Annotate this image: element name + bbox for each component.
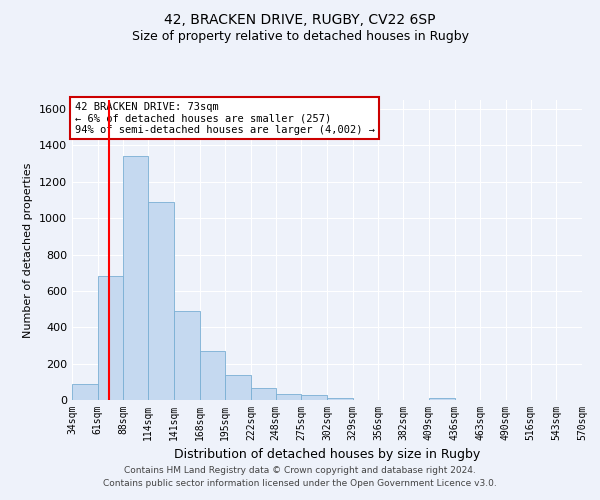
Bar	[124, 156, 148, 400]
Bar	[98, 276, 124, 400]
Text: 42 BRACKEN DRIVE: 73sqm
← 6% of detached houses are smaller (257)
94% of semi-de: 42 BRACKEN DRIVE: 73sqm ← 6% of detached…	[74, 102, 374, 134]
Bar	[199, 351, 225, 400]
Bar	[275, 394, 301, 400]
Bar	[225, 376, 251, 400]
Y-axis label: Number of detached properties: Number of detached properties	[23, 162, 34, 338]
Text: 42, BRACKEN DRIVE, RUGBY, CV22 6SP: 42, BRACKEN DRIVE, RUGBY, CV22 6SP	[164, 12, 436, 26]
Bar	[429, 398, 455, 400]
Text: Contains HM Land Registry data © Crown copyright and database right 2024.
Contai: Contains HM Land Registry data © Crown c…	[103, 466, 497, 487]
X-axis label: Distribution of detached houses by size in Rugby: Distribution of detached houses by size …	[174, 448, 480, 462]
Bar	[327, 398, 353, 400]
Bar	[301, 394, 327, 400]
Bar	[72, 384, 98, 400]
Bar	[174, 311, 199, 400]
Bar	[148, 202, 174, 400]
Bar	[251, 388, 275, 400]
Text: Size of property relative to detached houses in Rugby: Size of property relative to detached ho…	[131, 30, 469, 43]
